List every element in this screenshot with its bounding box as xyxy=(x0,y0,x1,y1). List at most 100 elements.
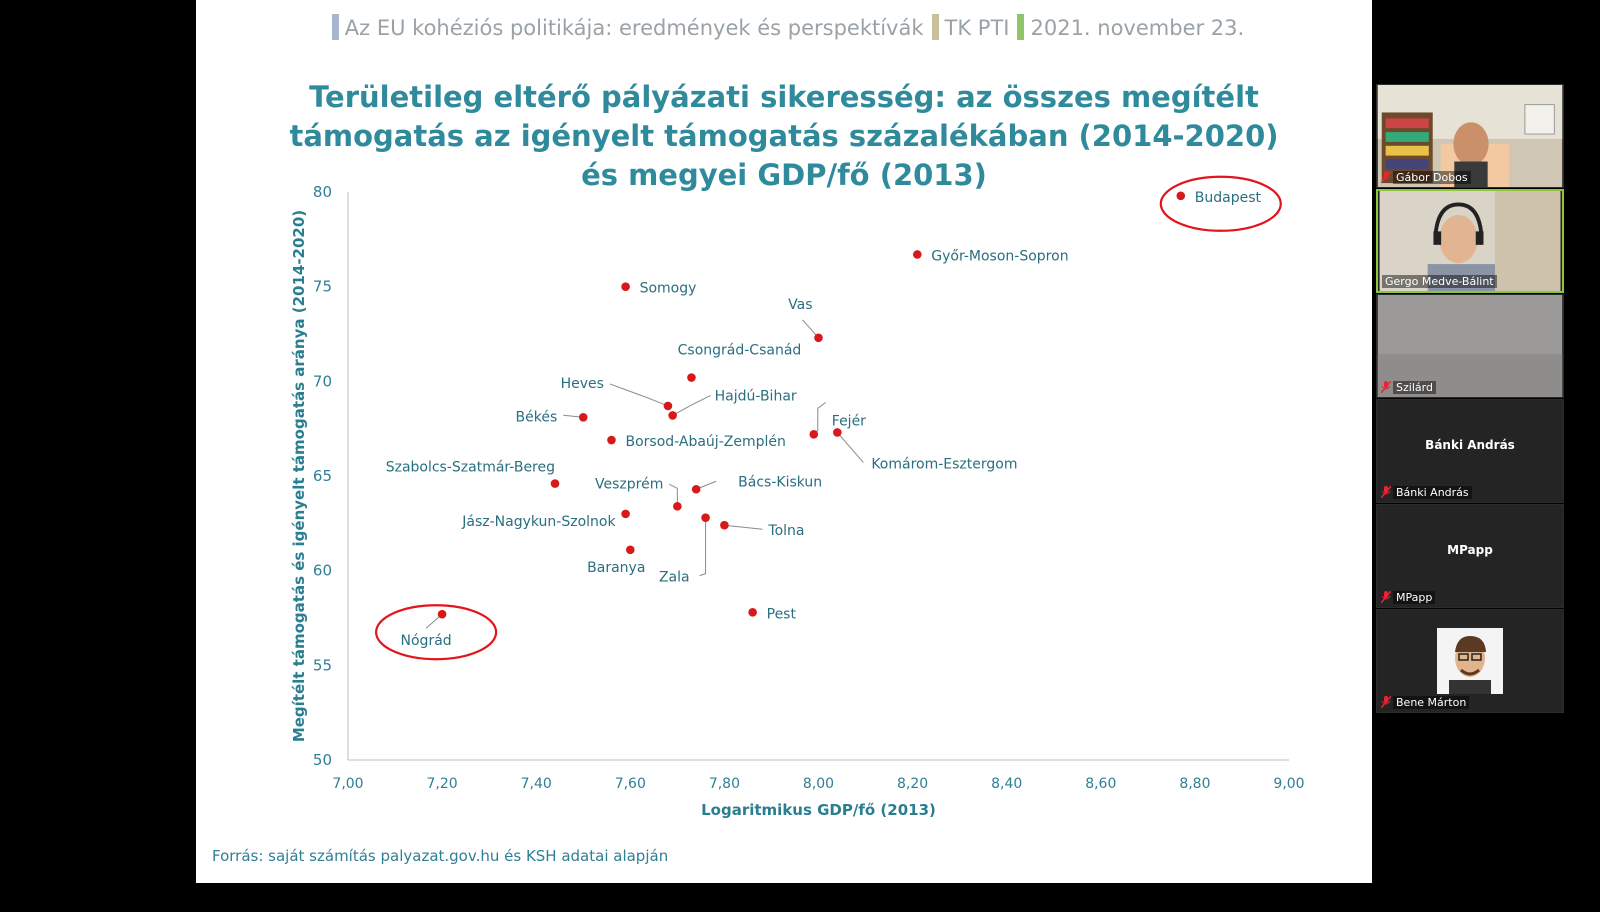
y-axis-title: Megítélt támogatás és igényelt támogatás… xyxy=(290,210,308,742)
x-tick-label: 7,00 xyxy=(332,776,363,792)
x-tick-label: 8,80 xyxy=(1179,776,1210,792)
header-bar-2 xyxy=(931,14,939,40)
scatter-chart: 7,00 7,20 7,40 7,60 7,80 8,00 8,20 8,40 8,60 8,80… xyxy=(290,175,1305,819)
data-point xyxy=(687,373,696,382)
video-feed-empty-room xyxy=(1377,295,1563,397)
data-label: Baranya xyxy=(587,560,645,576)
data-point xyxy=(626,545,635,555)
y-tick-label: 75 xyxy=(313,278,332,296)
data-point xyxy=(668,411,677,420)
data-point xyxy=(720,520,729,530)
leader-line xyxy=(609,383,669,407)
leader-line xyxy=(699,517,707,577)
slide-title-line-1: Területileg eltérő pályázati sikeresség:… xyxy=(309,80,1259,114)
slide-title-line-2: támogatás az igényelt támogatás százalék… xyxy=(289,119,1279,153)
x-axis-title: Logaritmikus GDP/fő (2013) xyxy=(701,801,936,819)
data-label: Szabolcs-Szatmár-Bereg xyxy=(386,460,555,476)
muted-mic-icon xyxy=(1381,381,1391,393)
data-point xyxy=(550,479,560,488)
participant-tile-szilard[interactable]: Szilárd xyxy=(1376,294,1564,398)
y-tick-label: 65 xyxy=(313,467,332,485)
data-point xyxy=(663,401,673,411)
data-label: Hajdú-Bihar xyxy=(715,388,797,404)
x-tick-label: 8,00 xyxy=(803,776,834,792)
leader-line xyxy=(724,524,763,530)
x-tick-label: 9,00 xyxy=(1273,776,1304,792)
leader-line xyxy=(836,432,864,463)
highlight-ellipse xyxy=(375,604,498,661)
participant-name: Szilárd xyxy=(1393,381,1436,394)
slide-title: Területileg eltérő pályázati sikeresség:… xyxy=(196,78,1372,195)
x-tick-label: 7,20 xyxy=(427,776,458,792)
video-feed-headset-person xyxy=(1379,191,1561,291)
data-label: Budapest xyxy=(1195,190,1262,206)
data-point xyxy=(621,282,630,291)
data-label: Győr-Moson-Sopron xyxy=(931,248,1068,264)
header-text-2: TK PTI xyxy=(944,16,1010,40)
participant-name: Gábor Dobos xyxy=(1393,171,1471,184)
data-label: Tolna xyxy=(767,523,804,539)
leader-line xyxy=(813,401,827,435)
data-label: Pest xyxy=(767,606,797,622)
data-label: Fejér xyxy=(832,413,866,429)
y-tick-label: 70 xyxy=(313,372,332,390)
x-tick-label: 8,40 xyxy=(991,776,1022,792)
data-label: Borsod-Abaúj-Zemplén xyxy=(625,434,785,450)
data-point xyxy=(437,609,447,619)
y-tick-label: 80 xyxy=(313,183,332,201)
data-label: Jász-Nagykun-Szolnok xyxy=(461,514,616,530)
data-label: Bács-Kiskun xyxy=(738,474,822,490)
data-point xyxy=(691,484,701,494)
participant-tile-bene-marton[interactable]: Bene Márton xyxy=(1376,609,1564,713)
participant-tile-gergo-medve-balint[interactable]: Gergo Medve-Bálint xyxy=(1376,189,1564,293)
header-text-1: Az EU kohéziós politikája: eredmények és… xyxy=(344,16,924,40)
data-point xyxy=(673,501,682,511)
header-text-3: 2021. november 23. xyxy=(1030,16,1245,40)
data-label: Békés xyxy=(516,409,558,425)
participant-tile-banki-andras[interactable]: Bánki András Bánki András xyxy=(1376,399,1564,503)
data-label: Csongrád-Csanád xyxy=(678,343,802,359)
header-bar-1 xyxy=(331,14,339,40)
presentation-slide: Az EU kohéziós politikája: eredmények és… xyxy=(196,0,1372,883)
profile-photo-avatar xyxy=(1437,628,1503,694)
muted-mic-icon xyxy=(1381,591,1391,603)
data-point xyxy=(814,333,823,343)
data-label: Nógrád xyxy=(401,633,452,649)
data-point xyxy=(621,509,630,519)
x-tick-label: 7,40 xyxy=(521,776,552,792)
data-point xyxy=(833,428,842,437)
data-label: Zala xyxy=(659,570,690,586)
x-tick-label: 7,60 xyxy=(615,776,646,792)
data-label: Vas xyxy=(788,297,812,313)
data-point xyxy=(748,608,757,617)
data-label: Komárom-Esztergom xyxy=(871,456,1017,472)
data-label: Veszprém xyxy=(595,476,663,492)
leader-line xyxy=(672,394,711,416)
y-tick-label: 55 xyxy=(313,656,332,674)
highlight-ellipse xyxy=(1159,175,1282,232)
y-tick-label: 50 xyxy=(313,751,332,769)
participant-center-label: Bánki András xyxy=(1425,438,1515,452)
participant-name: MPapp xyxy=(1393,591,1436,604)
x-tick-label: 7,80 xyxy=(709,776,740,792)
data-point xyxy=(1176,191,1186,201)
header-bar-3 xyxy=(1017,14,1025,40)
muted-mic-icon xyxy=(1381,486,1391,498)
x-tick-label: 8,20 xyxy=(897,776,928,792)
participant-name: Gergo Medve-Bálint xyxy=(1382,275,1497,288)
participant-name: Bánki András xyxy=(1393,486,1472,499)
participant-name: Bene Márton xyxy=(1393,696,1470,709)
video-feed-bookshelf-room xyxy=(1377,85,1563,187)
muted-mic-icon xyxy=(1381,171,1391,183)
slide-title-line-3: és megyei GDP/fő (2013) xyxy=(581,158,987,192)
leader-line xyxy=(669,483,678,507)
data-label: Heves xyxy=(561,376,604,392)
data-point xyxy=(578,413,588,422)
data-point xyxy=(809,430,819,439)
data-point xyxy=(701,513,710,522)
y-tick-label: 60 xyxy=(313,562,332,580)
x-tick-label: 8,60 xyxy=(1085,776,1116,792)
participant-tile-mpapp[interactable]: MPapp MPapp xyxy=(1376,504,1564,608)
participant-tile-gabor-dobos[interactable]: Gábor Dobos xyxy=(1376,84,1564,188)
participant-center-label: MPapp xyxy=(1447,543,1493,557)
